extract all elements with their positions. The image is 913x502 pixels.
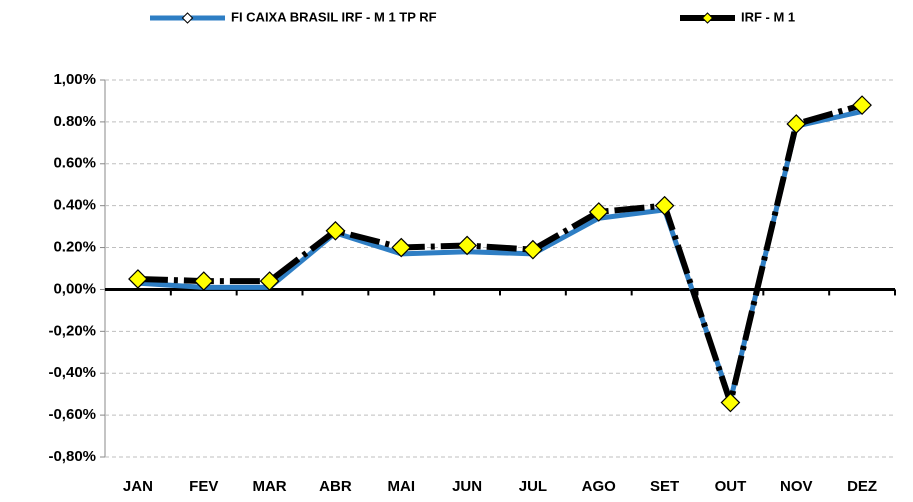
series-line bbox=[137, 102, 863, 406]
x-tick-label: JUN bbox=[452, 478, 482, 495]
point-marker bbox=[325, 220, 346, 241]
x-tick-label: JAN bbox=[123, 478, 153, 495]
point-marker bbox=[720, 392, 741, 413]
point-marker bbox=[523, 239, 543, 260]
x-tick-label: MAI bbox=[388, 478, 416, 495]
y-tick-label: -0,80% bbox=[48, 448, 96, 465]
point-marker bbox=[391, 237, 412, 258]
point-marker bbox=[786, 114, 807, 134]
point-marker bbox=[128, 269, 148, 289]
y-tick-label: 1,00% bbox=[53, 71, 96, 88]
x-tick-label: FEV bbox=[189, 478, 218, 495]
point-marker bbox=[193, 271, 214, 291]
y-tick-label: -0,60% bbox=[48, 406, 96, 423]
x-tick-label: ABR bbox=[319, 478, 352, 495]
legend: FI CAIXA BRASIL IRF - M 1 TP RF IRF - M 1 bbox=[150, 9, 795, 24]
series-line bbox=[137, 108, 863, 403]
point-marker bbox=[457, 235, 477, 256]
y-tick-label: 0.80% bbox=[53, 113, 96, 130]
x-tick-label: AGO bbox=[582, 478, 617, 495]
point-marker bbox=[588, 202, 609, 222]
y-tick-label: 0.60% bbox=[53, 155, 96, 172]
y-tick-label: 0.20% bbox=[53, 239, 96, 256]
y-tick-label: 0.40% bbox=[53, 197, 96, 214]
x-tick-label: DEZ bbox=[847, 478, 877, 495]
legend-label: FI CAIXA BRASIL IRF - M 1 TP RF bbox=[231, 9, 437, 24]
legend-marker bbox=[701, 12, 714, 24]
y-tick-label: -0,20% bbox=[48, 322, 96, 339]
y-tick-label: 0,00% bbox=[53, 280, 96, 297]
x-tick-label: MAR bbox=[252, 478, 286, 495]
x-tick-label: OUT bbox=[715, 478, 747, 495]
y-tick-label: -0,40% bbox=[48, 364, 96, 381]
x-tick-label: JUL bbox=[519, 478, 547, 495]
x-tick-label: SET bbox=[650, 478, 679, 495]
x-tick-label: NOV bbox=[780, 478, 813, 495]
legend-label: IRF - M 1 bbox=[741, 9, 795, 24]
legend-marker bbox=[181, 12, 194, 24]
point-marker bbox=[654, 195, 675, 216]
point-marker bbox=[852, 95, 872, 115]
point-marker bbox=[259, 271, 280, 291]
